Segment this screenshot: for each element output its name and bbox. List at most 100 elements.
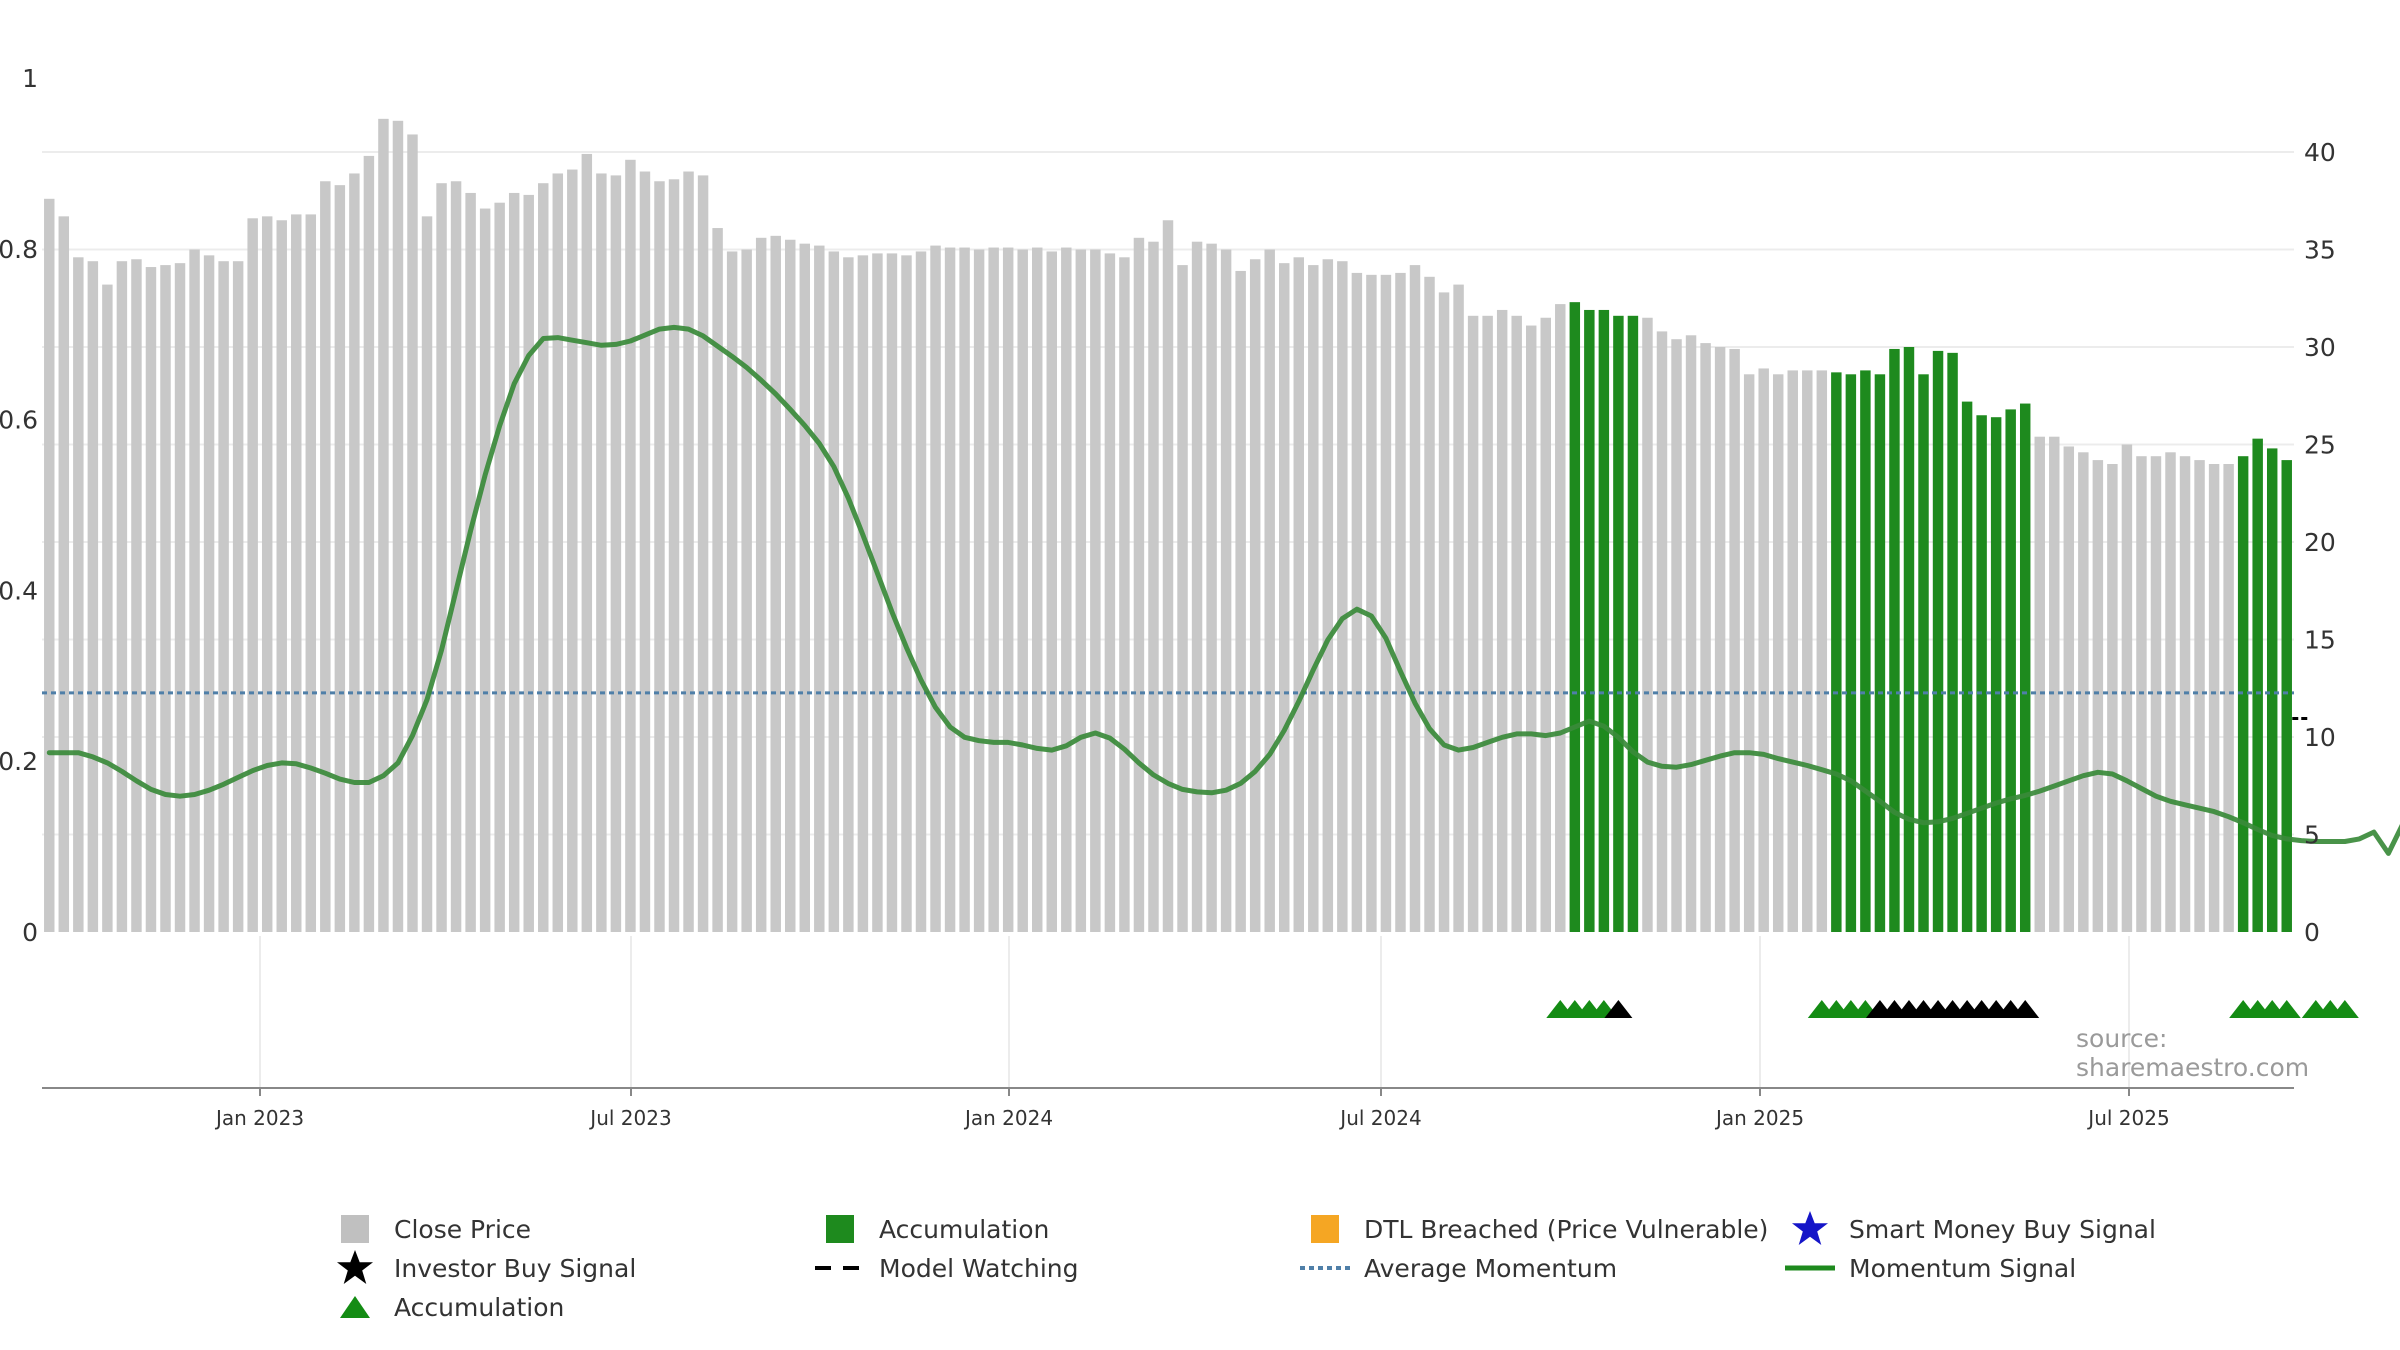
close-price-bar (1133, 237, 1145, 933)
close-price-bar (828, 251, 840, 932)
close-price-bar (523, 194, 534, 932)
legend-momentum-signal: Momentum Signal (1785, 1249, 2076, 1287)
close-price-bar (1279, 263, 1290, 932)
close-price-bar (1351, 272, 1363, 932)
accumulation-bar (2281, 460, 2292, 932)
close-price-bar (610, 175, 622, 932)
close-price-bar (843, 257, 854, 932)
accumulation-marker (2330, 1000, 2359, 1018)
close-price-bar (1525, 325, 1537, 932)
close-price-bar (1496, 309, 1508, 932)
legend-investor-buy: Investor Buy Signal (330, 1249, 636, 1287)
close-price-bar (1220, 249, 1232, 932)
legend-model-watching-label: Model Watching (879, 1253, 1079, 1283)
close-price-bar (1424, 276, 1435, 932)
y-left-tick-label: 1 (22, 64, 38, 93)
close-price-bar (625, 159, 636, 933)
y-right-tick-label: 0 (2296, 918, 2320, 947)
legend-model-watching: Model Watching (815, 1249, 1079, 1287)
close-price-bar (1046, 251, 1057, 932)
y-right-tick-label: 35 (2296, 236, 2336, 265)
close-price-bar (552, 173, 564, 932)
close-price-bar (901, 255, 912, 933)
accumulation-bar (1932, 350, 1944, 932)
close-price-bar (349, 173, 360, 932)
close-price-bar (407, 134, 418, 932)
legend-dtl: DTL Breached (Price Vulnerable) (1300, 1210, 1768, 1248)
solid-line-icon (1785, 1249, 1835, 1287)
close-price-bar (73, 257, 84, 932)
close-price-bar (276, 220, 287, 932)
legend-momentum-signal-label: Momentum Signal (1849, 1253, 2077, 1283)
close-price-bar (1191, 241, 1203, 932)
close-price-bar (2223, 464, 2234, 932)
y-left-tick-label: 0 (22, 918, 38, 947)
accumulation-bar (1889, 348, 1900, 932)
y-right-tick-label: 40 (2296, 138, 2336, 167)
close-price-bar (567, 169, 578, 933)
accumulation-bar (2252, 438, 2263, 932)
close-price-bar (392, 120, 404, 933)
close-price-bar (1308, 265, 1319, 933)
close-price-bar (668, 179, 680, 933)
close-price-bar (261, 216, 273, 933)
close-price-bar (785, 239, 796, 932)
y-left-tick-label: 0.6 (0, 406, 38, 435)
close-price-bar (1119, 257, 1130, 932)
close-price-bar (2078, 452, 2089, 932)
accumulation-bar (1845, 374, 1857, 932)
dtl-swatch-icon (1300, 1210, 1350, 1248)
close-price-bar (2107, 464, 2118, 932)
close-price-bar (320, 181, 331, 932)
close-price-bar (58, 216, 70, 933)
close-price-bar (2194, 460, 2205, 932)
close-price-bar (770, 235, 781, 933)
close-price-bar (102, 284, 113, 933)
close-price-bar (944, 247, 956, 933)
close-price-bar (131, 259, 142, 932)
close-price-bar (886, 253, 898, 932)
close-price-bar (1293, 257, 1304, 932)
close-price-bar (2063, 446, 2075, 932)
y-right-tick-label: 25 (2296, 431, 2336, 460)
accumulation-bar (1598, 309, 1610, 932)
close-price-bar (1162, 220, 1174, 932)
close-price-bar (639, 171, 651, 932)
y-right-tick-label: 15 (2296, 626, 2336, 655)
close-price-bar (654, 181, 665, 932)
dashed-line-icon (815, 1249, 865, 1287)
x-tick-label: Jul 2023 (588, 1106, 671, 1130)
close-price-bar (1816, 370, 1828, 932)
momentum-signal-line (46, 324, 2400, 856)
close-price-bar (87, 261, 99, 932)
legend-smart-money: Smart Money Buy Signal (1785, 1210, 2156, 1248)
close-price-bar (508, 192, 520, 932)
close-price-bar (1482, 315, 1493, 932)
legend-accumulation-bar-label: Accumulation (879, 1214, 1050, 1244)
y-right-tick-label: 20 (2296, 528, 2336, 557)
accumulation-bar (1903, 347, 1915, 932)
close-price-bar (1017, 249, 1028, 932)
close-price-bar (581, 153, 593, 932)
close-price-bar (1555, 304, 1566, 933)
accumulation-bar (1918, 374, 1929, 932)
close-price-bar (2034, 436, 2045, 932)
legend-accumulation-marker-label: Accumulation (394, 1292, 565, 1322)
close-price-bar (378, 118, 389, 933)
close-price-bar (421, 216, 433, 933)
close-price-bar (44, 198, 55, 933)
close-price-bar (1177, 265, 1188, 933)
chart-axes: 0 5 10 15 20 25 30 35 40 0 0.2 0.4 0.6 0.8 1 Ja… (0, 64, 2336, 1130)
x-tick-label: Jan 2025 (1714, 1106, 1804, 1130)
close-price-bar (1322, 259, 1334, 932)
accumulation-bar (1961, 401, 1973, 933)
close-price-bar (1540, 317, 1551, 932)
close-price-bar (1453, 284, 1464, 933)
close-price-bar (1409, 265, 1421, 933)
accumulation-bar (2019, 403, 2031, 932)
momentum-signal-line (46, 324, 2400, 856)
close-price-bar (1337, 261, 1348, 932)
close-price-bar (1249, 259, 1261, 932)
close-price-bar (755, 237, 767, 933)
close-price-bar (232, 261, 244, 932)
